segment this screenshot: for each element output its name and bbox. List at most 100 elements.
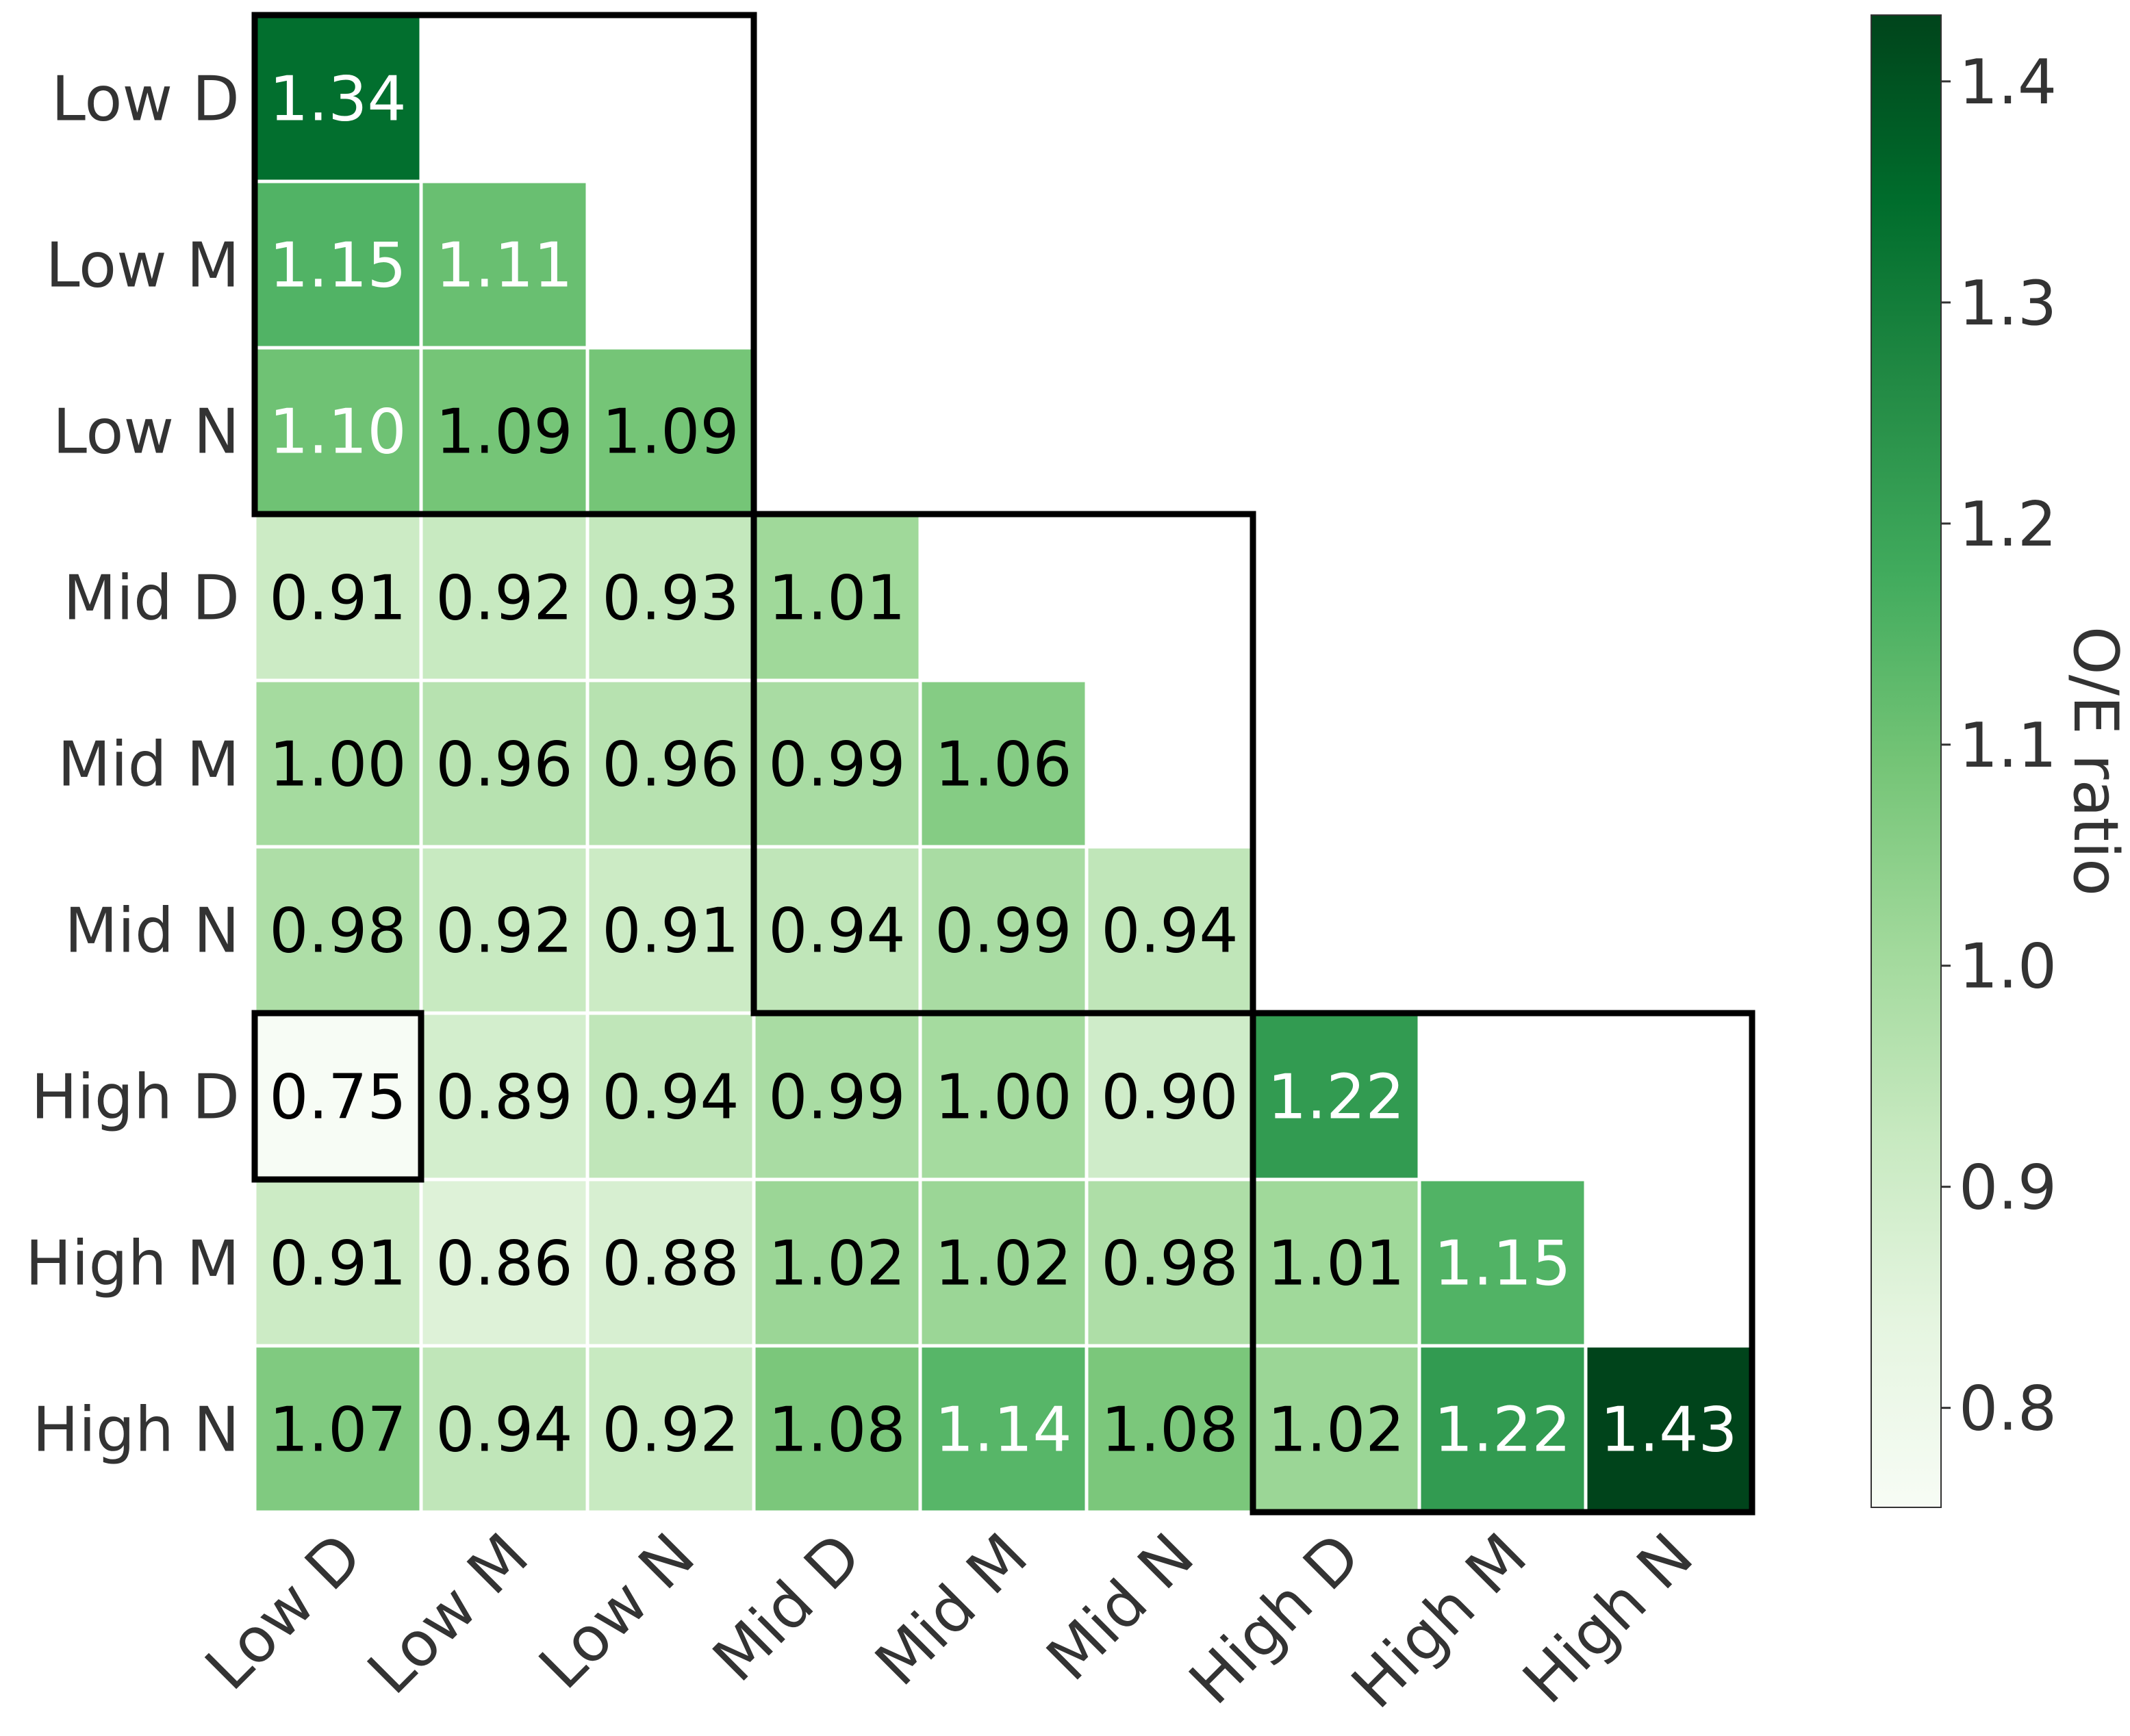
cell-value-label: 0.94 xyxy=(602,1062,739,1134)
cell-value-label: 0.99 xyxy=(768,1062,905,1134)
heatmap-cell-mid-m-low-m xyxy=(422,682,586,845)
cell-value-label: 0.99 xyxy=(768,729,905,801)
heatmap-cell-high-d-low-m xyxy=(422,1014,586,1178)
heatmap-cell-mid-n-mid-d xyxy=(755,848,919,1012)
cell-value-label: 1.10 xyxy=(269,396,406,468)
cell-value-label: 1.08 xyxy=(1101,1394,1238,1466)
heatmap-cell-mid-d-low-d xyxy=(256,515,420,679)
colorbar-ticks: 0.8 0.9 1.0 1.1 1.2 1.3 1.4 xyxy=(1941,47,2057,1445)
cell-value-label: 0.98 xyxy=(269,895,406,967)
heatmap-cell-high-n-low-n xyxy=(589,1347,752,1511)
heatmap-cell-low-n-low-m xyxy=(422,349,586,513)
x-tick-label-high-m: High M xyxy=(1338,1520,1541,1722)
cell-value-label: 0.86 xyxy=(435,1228,572,1300)
heatmap-cell-high-n-high-m xyxy=(1421,1347,1584,1511)
heatmap-cell-mid-n-low-m xyxy=(422,848,586,1012)
cell-value-label: 1.11 xyxy=(435,230,572,302)
cell-value-label: 1.14 xyxy=(935,1394,1072,1466)
cell-value-label: 1.15 xyxy=(269,230,406,302)
heatmap-cell-high-n-low-d xyxy=(256,1347,420,1511)
cell-value-label: 0.91 xyxy=(602,895,739,967)
cell-value-label: 1.01 xyxy=(768,563,905,635)
cell-value-label: 1.02 xyxy=(935,1228,1072,1300)
heatmap-cell-high-n-high-n xyxy=(1587,1347,1751,1511)
group-outline-3 xyxy=(1250,1010,1755,1516)
cell-value-label: 1.22 xyxy=(1434,1394,1571,1466)
cell-value-label: 0.93 xyxy=(602,563,739,635)
cell-value-label: 0.91 xyxy=(269,563,406,635)
cell-value-label: 0.89 xyxy=(435,1062,572,1134)
x-tick-label-high-d: High D xyxy=(1176,1520,1374,1718)
cell-value-label: 0.94 xyxy=(768,895,905,967)
y-tick-label-high-d: High D xyxy=(31,1062,240,1134)
heatmap-cell-high-n-low-m xyxy=(422,1347,586,1511)
colorbar-tick-label: 1.2 xyxy=(1959,489,2057,561)
heatmap-cell-high-n-mid-m xyxy=(922,1347,1085,1511)
heatmap-cell-low-n-low-d xyxy=(256,349,420,513)
x-tick-label-high-n: High N xyxy=(1510,1520,1707,1717)
heatmap-cell-high-m-mid-m xyxy=(922,1181,1085,1344)
colorbar-tick-label: 0.9 xyxy=(1959,1152,2057,1224)
colorbar-label: O/E ratio xyxy=(2059,626,2130,896)
cell-value-label: 1.15 xyxy=(1434,1228,1571,1300)
cell-value-label: 0.92 xyxy=(435,895,572,967)
heatmap-cell-high-m-low-d xyxy=(256,1181,420,1344)
heatmap-cell-mid-m-mid-m xyxy=(922,682,1085,845)
heatmap-cell-mid-m-low-d xyxy=(256,682,420,845)
y-tick-label-mid-n: Mid N xyxy=(64,895,240,967)
heatmap-cell-high-n-mid-n xyxy=(1088,1347,1252,1511)
heatmap-cell-mid-d-low-n xyxy=(589,515,752,679)
heatmap-cell-high-n-mid-d xyxy=(755,1347,919,1511)
cell-value-label: 0.91 xyxy=(269,1228,406,1300)
cell-value-label: 1.34 xyxy=(269,64,406,136)
heatmap-cell-mid-n-mid-n xyxy=(1088,848,1252,1012)
cell-value-label: 1.09 xyxy=(435,396,572,468)
colorbar-gradient xyxy=(1871,14,1942,1508)
cell-value-label: 1.07 xyxy=(269,1394,406,1466)
cell-value-label: 1.02 xyxy=(1267,1394,1404,1466)
cell-value-label: 0.96 xyxy=(435,729,572,801)
y-tick-label-low-m: Low M xyxy=(46,230,240,302)
heatmap-cell-high-m-high-d xyxy=(1254,1181,1418,1344)
cell-value-label: 1.00 xyxy=(935,1062,1072,1134)
cell-value-label: 0.99 xyxy=(935,895,1072,967)
cell-value-label: 0.88 xyxy=(602,1228,739,1300)
cell-value-label: 0.75 xyxy=(269,1062,406,1134)
cell-value-label: 0.94 xyxy=(435,1394,572,1466)
y-tick-label-high-n: High N xyxy=(32,1394,240,1466)
group-outline-4 xyxy=(251,1010,424,1183)
y-tick-label-mid-m: Mid M xyxy=(58,729,240,801)
colorbar-tick-label: 1.1 xyxy=(1959,710,2057,782)
heatmap-cell-high-d-low-n xyxy=(589,1014,752,1178)
cell-value-label: 0.90 xyxy=(1101,1062,1238,1134)
heatmap-cell-low-d-low-d xyxy=(256,16,420,180)
heatmap-cell-high-d-mid-m xyxy=(922,1014,1085,1178)
colorbar-tick-label: 1.4 xyxy=(1959,47,2057,118)
colorbar-tick-label: 1.3 xyxy=(1959,268,2057,340)
y-tick-label-low-d: Low D xyxy=(51,64,240,136)
colorbar: 0.8 0.9 1.0 1.1 1.2 1.3 1.4 O/E ratio xyxy=(1871,14,2130,1508)
heatmap-cell-mid-n-mid-m xyxy=(922,848,1085,1012)
heatmap-cell-high-m-mid-n xyxy=(1088,1181,1252,1344)
heatmap-cell-mid-m-mid-d xyxy=(755,682,919,845)
heatmap-cell-labels: 1.34 1.15 1.11 1.10 1.09 1.09 0.91 0.92 0.93 1.01… xyxy=(269,64,1737,1466)
x-tick-label-low-n: Low N xyxy=(526,1520,709,1702)
heatmap-cell-low-m-low-m xyxy=(422,183,586,346)
cell-value-label: 0.92 xyxy=(435,563,572,635)
cell-value-label: 1.02 xyxy=(768,1228,905,1300)
heatmap-cell-high-d-high-d xyxy=(1254,1014,1418,1178)
heatmap-cell-high-m-low-n xyxy=(589,1181,752,1344)
heatmap-cell-high-d-low-d xyxy=(256,1014,420,1178)
y-tick-label-high-m: High M xyxy=(25,1228,240,1300)
heatmap-cell-high-m-low-m xyxy=(422,1181,586,1344)
heatmap-cell-low-n-low-n xyxy=(589,349,752,513)
cell-value-label: 1.08 xyxy=(768,1394,905,1466)
cell-value-label: 0.94 xyxy=(1101,895,1238,967)
cell-value-label: 1.00 xyxy=(269,729,406,801)
heatmap-cell-high-m-high-m xyxy=(1421,1181,1584,1344)
heatmap-cell-high-n-high-d xyxy=(1254,1347,1418,1511)
cell-value-label: 0.98 xyxy=(1101,1228,1238,1300)
colorbar-tick-label: 1.0 xyxy=(1959,931,2057,1003)
group-outline-1 xyxy=(251,12,757,518)
